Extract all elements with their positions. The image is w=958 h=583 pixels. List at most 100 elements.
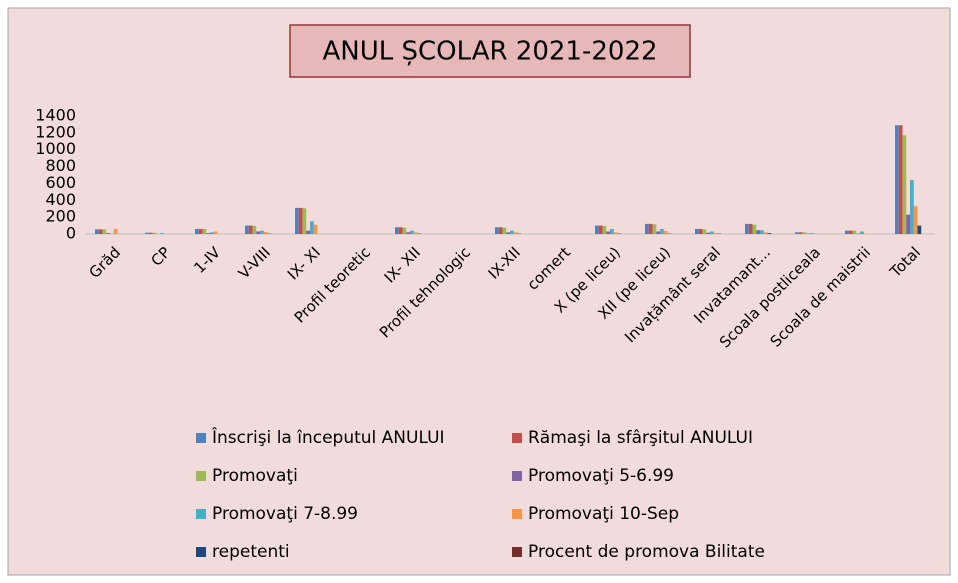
legend-swatch bbox=[512, 509, 522, 519]
bar bbox=[256, 231, 260, 234]
bar bbox=[852, 230, 857, 234]
bar bbox=[802, 232, 807, 234]
legend-label: Rămaşi la sfârşitul ANULUI bbox=[528, 428, 753, 448]
legend-label: Procent de promova Bilitate bbox=[528, 542, 765, 562]
bar bbox=[260, 230, 264, 234]
legend-swatch bbox=[196, 433, 206, 443]
bar bbox=[698, 228, 703, 234]
bar bbox=[656, 231, 660, 234]
bar bbox=[252, 225, 257, 234]
bar bbox=[502, 227, 507, 234]
bar bbox=[695, 228, 699, 234]
bar bbox=[206, 233, 210, 234]
bar bbox=[402, 227, 407, 234]
bar bbox=[760, 230, 764, 234]
bar bbox=[748, 223, 753, 234]
y-tick-label: 200 bbox=[45, 207, 76, 226]
bar bbox=[148, 232, 153, 234]
bar bbox=[652, 224, 657, 234]
bar bbox=[310, 221, 314, 234]
legend-label: Înscrişi la începutul ANULUI bbox=[211, 426, 445, 448]
legend-swatch bbox=[512, 433, 522, 443]
bar bbox=[152, 232, 157, 234]
bar bbox=[145, 232, 149, 234]
bar bbox=[510, 230, 514, 234]
bar bbox=[848, 230, 853, 234]
bar bbox=[410, 230, 414, 234]
bar bbox=[645, 223, 649, 234]
legend-swatch bbox=[196, 509, 206, 519]
chart-title: ANUL ȘCOLAR 2021-2022 bbox=[322, 37, 657, 67]
bar bbox=[113, 228, 118, 234]
legend-swatch bbox=[196, 471, 206, 481]
legend-label: Promovaţi 10-Sep bbox=[528, 504, 679, 524]
bar bbox=[713, 233, 718, 234]
bar bbox=[406, 232, 410, 234]
bar bbox=[198, 228, 203, 234]
bar bbox=[902, 135, 907, 234]
bar bbox=[602, 225, 607, 234]
bar bbox=[906, 214, 910, 234]
bar bbox=[663, 231, 668, 234]
bar bbox=[606, 231, 610, 234]
bar bbox=[763, 232, 768, 234]
bar bbox=[898, 125, 903, 234]
bar bbox=[798, 232, 803, 234]
y-tick-label: 1000 bbox=[35, 139, 76, 158]
bar bbox=[245, 225, 249, 234]
legend-swatch bbox=[196, 547, 206, 557]
bar bbox=[506, 232, 510, 234]
bar bbox=[767, 233, 772, 234]
legend-swatch bbox=[512, 547, 522, 557]
bar bbox=[913, 206, 918, 234]
bar bbox=[398, 227, 403, 234]
y-tick-label: 800 bbox=[45, 156, 76, 175]
chart-area bbox=[7, 7, 951, 576]
bar bbox=[745, 223, 749, 234]
bar bbox=[702, 229, 707, 234]
legend-swatch bbox=[512, 471, 522, 481]
bar bbox=[102, 229, 107, 234]
bar bbox=[610, 228, 614, 234]
bar bbox=[98, 229, 103, 234]
y-tick-label: 0 bbox=[66, 224, 76, 243]
bar bbox=[710, 231, 714, 234]
bar bbox=[263, 231, 268, 234]
legend-label: Promovaţi 5-6.99 bbox=[528, 466, 674, 486]
y-tick-label: 400 bbox=[45, 190, 76, 209]
bar bbox=[306, 230, 310, 234]
bar bbox=[860, 231, 864, 234]
bar bbox=[195, 228, 199, 234]
bar bbox=[752, 224, 757, 234]
bar bbox=[313, 224, 318, 234]
bar bbox=[495, 227, 499, 234]
bar bbox=[395, 227, 399, 234]
bar bbox=[845, 230, 849, 234]
bar bbox=[895, 125, 899, 234]
bar bbox=[795, 232, 799, 234]
legend-label: Promovaţi 7-8.99 bbox=[212, 504, 358, 524]
bar bbox=[95, 229, 99, 234]
bar bbox=[295, 207, 299, 234]
bar bbox=[706, 232, 710, 234]
bar bbox=[498, 227, 503, 234]
y-tick-label: 1200 bbox=[35, 122, 76, 141]
bar bbox=[160, 233, 164, 234]
bar bbox=[413, 232, 418, 234]
bar bbox=[248, 225, 253, 234]
title-box bbox=[289, 24, 691, 78]
bar bbox=[917, 225, 922, 234]
bar bbox=[595, 225, 599, 234]
bar bbox=[613, 232, 618, 234]
y-tick-label: 1400 bbox=[35, 106, 76, 125]
legend-label: repetenti bbox=[212, 542, 290, 562]
bar bbox=[660, 228, 664, 234]
bar bbox=[598, 225, 603, 234]
bar bbox=[910, 180, 914, 234]
bar bbox=[648, 223, 653, 234]
y-tick-label: 600 bbox=[45, 173, 76, 192]
bar bbox=[298, 207, 303, 234]
bar bbox=[302, 208, 307, 234]
legend-label: Promovaţi bbox=[212, 466, 298, 486]
